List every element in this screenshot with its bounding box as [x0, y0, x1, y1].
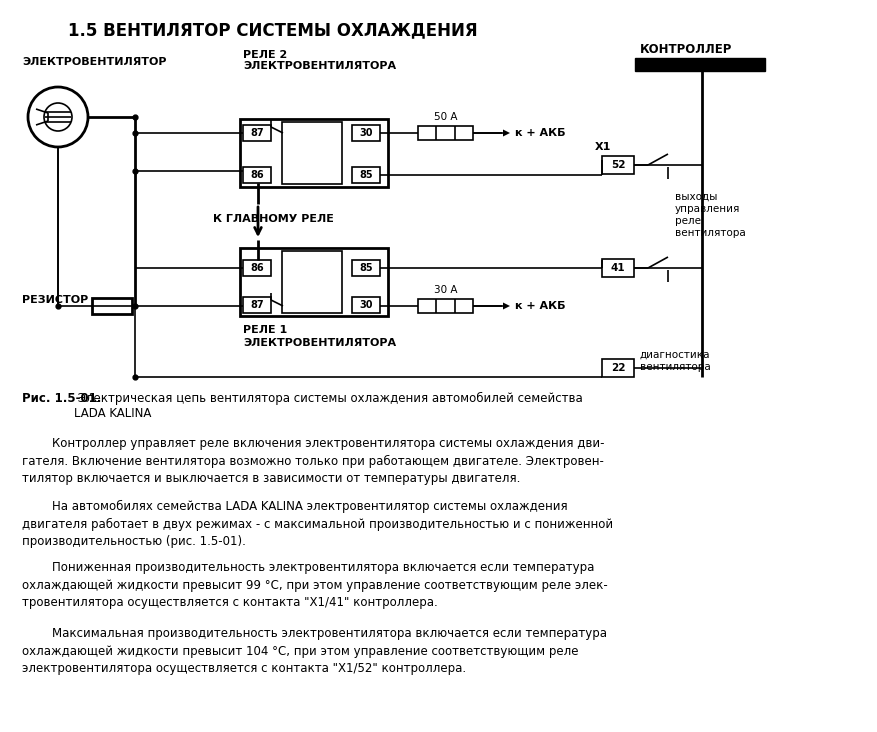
Text: КОНТРОЛЛЕР: КОНТРОЛЛЕР: [640, 43, 732, 56]
Text: 85: 85: [360, 263, 373, 273]
Text: к + АКБ: к + АКБ: [515, 301, 566, 311]
Text: 30: 30: [360, 300, 373, 310]
Text: ЭЛЕКТРОВЕНТИЛЯТОР: ЭЛЕКТРОВЕНТИЛЯТОР: [22, 57, 167, 67]
Bar: [352, 125, 380, 141]
Polygon shape: [503, 302, 510, 310]
Bar: [418, 126, 473, 140]
Polygon shape: [503, 130, 510, 136]
Text: 86: 86: [250, 170, 264, 180]
Bar: [602, 359, 634, 377]
Text: 22: 22: [610, 363, 625, 373]
Bar: [240, 119, 388, 187]
Bar: [602, 259, 634, 277]
Text: 30: 30: [360, 128, 373, 138]
Text: диагностика: диагностика: [640, 350, 710, 360]
Text: РЕЗИСТОР: РЕЗИСТОР: [22, 295, 89, 305]
Text: На автомобилях семейства LADA KALINA электровентилятор системы охлаждения
двигат: На автомобилях семейства LADA KALINA эле…: [22, 500, 613, 548]
Bar: [243, 125, 271, 141]
Text: РЕЛЕ 2: РЕЛЕ 2: [243, 50, 288, 60]
Bar: [418, 299, 473, 313]
Text: РЕЛЕ 1: РЕЛЕ 1: [243, 325, 288, 335]
Bar: [635, 58, 765, 71]
Text: ЭЛЕКТРОВЕНТИЛЯТОРА: ЭЛЕКТРОВЕНТИЛЯТОРА: [243, 61, 396, 71]
Text: Пониженная производительность электровентилятора включается если температура
охл: Пониженная производительность электровен…: [22, 561, 608, 609]
Text: вентилятора: вентилятора: [675, 228, 745, 238]
Text: Рис. 1.5-01.: Рис. 1.5-01.: [22, 392, 102, 405]
Circle shape: [44, 103, 72, 131]
Text: 85: 85: [360, 170, 373, 180]
Text: 50 А: 50 А: [434, 112, 458, 122]
Text: К ГЛАВНОМУ РЕЛЕ: К ГЛАВНОМУ РЕЛЕ: [213, 214, 334, 224]
Text: X1: X1: [595, 142, 611, 152]
Bar: [240, 248, 388, 316]
Bar: [352, 260, 380, 276]
Text: 86: 86: [250, 263, 264, 273]
Text: 87: 87: [250, 128, 264, 138]
Text: к + АКБ: к + АКБ: [515, 128, 566, 138]
Text: реле: реле: [675, 216, 701, 226]
Bar: [352, 167, 380, 183]
Bar: [282, 122, 342, 184]
Text: ЭЛЕКТРОВЕНТИЛЯТОРА: ЭЛЕКТРОВЕНТИЛЯТОРА: [243, 338, 396, 348]
Circle shape: [28, 87, 88, 147]
Bar: [243, 167, 271, 183]
Text: Электрическая цепь вентилятора системы охлаждения автомобилей семейства
LADA KAL: Электрическая цепь вентилятора системы о…: [74, 392, 582, 420]
Text: 30 А: 30 А: [434, 285, 458, 295]
Text: 1.5 ВЕНТИЛЯТОР СИСТЕМЫ ОХЛАЖДЕНИЯ: 1.5 ВЕНТИЛЯТОР СИСТЕМЫ ОХЛАЖДЕНИЯ: [68, 21, 478, 39]
Text: выходы: выходы: [675, 192, 717, 202]
Text: Максимальная производительность электровентилятора включается если температура
о: Максимальная производительность электров…: [22, 627, 607, 675]
Bar: [92, 298, 132, 314]
Bar: [352, 297, 380, 313]
Text: 52: 52: [610, 160, 625, 170]
Bar: [243, 297, 271, 313]
Text: управления: управления: [675, 204, 740, 214]
Text: Контроллер управляет реле включения электровентилятора системы охлаждения дви-
г: Контроллер управляет реле включения элек…: [22, 437, 604, 485]
Bar: [602, 156, 634, 174]
Bar: [243, 260, 271, 276]
Text: вентилятора: вентилятора: [640, 362, 710, 372]
Bar: [282, 251, 342, 313]
Text: 41: 41: [610, 263, 625, 273]
Text: 87: 87: [250, 300, 264, 310]
